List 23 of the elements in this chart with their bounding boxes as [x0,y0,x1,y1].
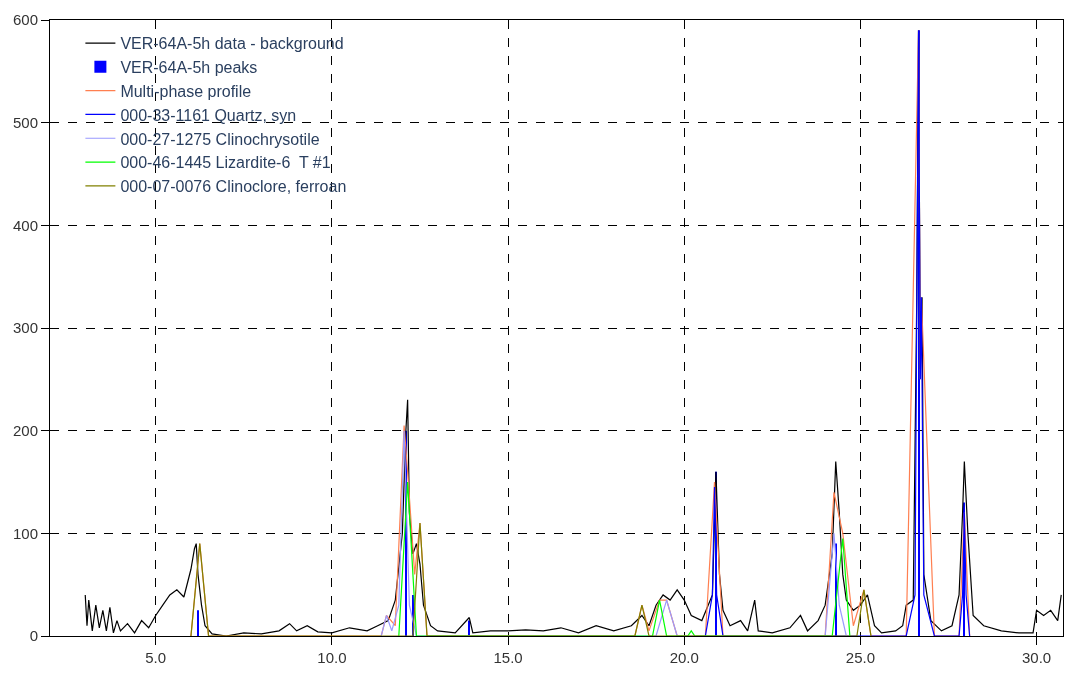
x-tick-label: 10.0 [317,649,347,666]
legend-label: 000-27-1275 Clinochrysotile [120,130,320,148]
x-tick-label: 15.0 [493,649,523,666]
y-tick-label: 0 [29,627,38,645]
legend-label: VER-64A-5h peaks [120,59,258,77]
x-tick-label: 20.0 [669,649,699,666]
legend-label: 000-46-1445 Lizardite-6 T #1 [120,154,331,172]
y-tick-label: 500 [12,113,38,131]
x-tick-label: 25.0 [845,649,875,666]
y-tick-label: 300 [12,319,38,337]
y-tick-label: 100 [12,524,38,542]
bar [468,620,470,636]
x-tick-label: 30.0 [1021,649,1052,666]
line-series [704,29,971,636]
legend-label: VER-64A-5h data - background [120,35,344,53]
line-series [190,522,872,636]
y-tick-label: 600 [12,11,38,29]
bar [197,610,199,636]
x-tick-label: 5.0 [145,649,167,666]
legend-label: 000-33-1161 Quartz, syn [120,106,297,124]
y-tick-label: 200 [12,421,38,439]
legend-label: Multi-phase profile [120,82,252,100]
y-tick-label: 400 [12,216,38,234]
